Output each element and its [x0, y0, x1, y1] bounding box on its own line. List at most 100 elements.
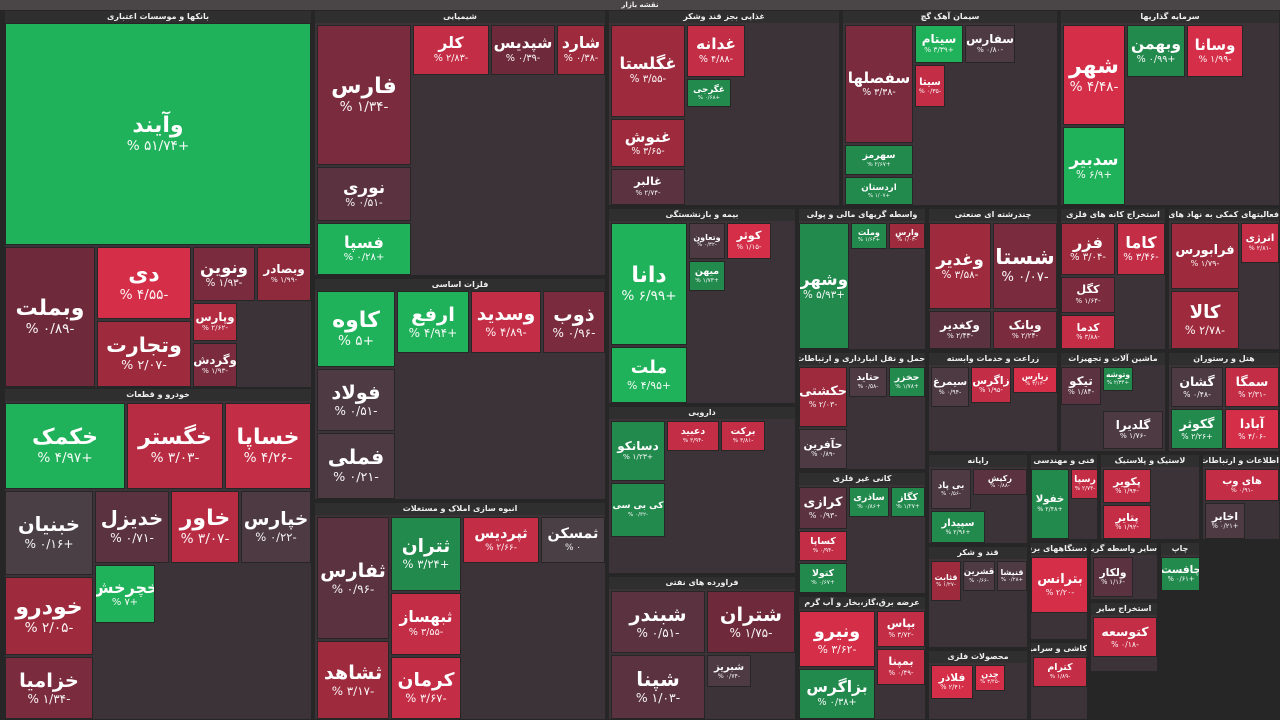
- stock-symbol: سدبیر: [1069, 150, 1119, 170]
- stock-symbol: فلاذر: [938, 670, 966, 684]
- stock-tile: غنوش -۳/۶۵ %: [611, 119, 685, 167]
- sector: واسطه گریهای مالی و پولی وشهر +۵/۹۳ % وملت +…: [798, 208, 926, 350]
- sector: کاشی و سرامیک کترام-۱/۸۹ %: [1030, 642, 1088, 720]
- stock-symbol: شبریز: [713, 661, 745, 673]
- stock-tile: حآفرین -۰/۸۹ %: [799, 429, 847, 469]
- stock-change: -۳/۳۸ %: [862, 87, 896, 99]
- stock-tile: کاما -۳/۴۶ %: [1117, 223, 1165, 275]
- stock-tile: شهر -۴/۴۸ %: [1063, 25, 1125, 125]
- sector: سایر واسطه گریهای مالی ولکار-۱/۱۶ %: [1090, 542, 1158, 600]
- stock-change: -۰/۷۴ %: [717, 673, 741, 681]
- stock-symbol: میهن: [694, 266, 720, 278]
- sector: کانی غیر فلزی کرازی -۰/۹۳ % ساذری +۰/۸۶ % کگا…: [798, 472, 926, 594]
- stock-symbol: شتران: [719, 602, 783, 626]
- sector-title: غذایی بجز قند وشکر: [609, 11, 839, 23]
- stock-tile: وگردش -۱/۹۳ %: [193, 343, 237, 387]
- stock-symbol: ثشاهد: [323, 660, 383, 684]
- sector-title: فلزات اساسی: [315, 279, 605, 291]
- stock-symbol: کلر: [438, 34, 464, 53]
- stock-change: -۳/۷۲ %: [888, 631, 914, 640]
- stock-symbol: سپیدار: [941, 517, 975, 529]
- stock-symbol: کی بی سی: [612, 501, 664, 512]
- stock-change: +۲/۹۶ %: [945, 529, 971, 537]
- stock-tile: سیتا -۰/۳۵ %: [915, 65, 945, 107]
- stock-tile: شپنا -۱/۰۳ %: [611, 655, 705, 719]
- stock-symbol: ثتران: [401, 536, 451, 558]
- stock-symbol: خاور: [179, 506, 231, 532]
- stock-symbol: وارس: [895, 227, 919, 238]
- stock-symbol: کگل: [1076, 283, 1100, 297]
- stock-symbol: کدما: [1076, 320, 1100, 334]
- stock-change: -۰/۹۴ %: [812, 547, 834, 554]
- stock-symbol: غالبر: [634, 175, 662, 189]
- sector-title: فراورده های نفتی: [609, 577, 795, 589]
- stock-tile: غگلستا -۳/۵۵ %: [611, 25, 685, 117]
- sector-title: عرضه برق،گاز،بخار و آب گرم: [799, 597, 925, 609]
- stock-change: -۰/۹۶ %: [552, 325, 596, 340]
- stock-tile: کوثر -۱/۱۵ %: [727, 223, 771, 259]
- stock-tile: کگاز +۱/۲۷ %: [891, 487, 925, 517]
- stock-symbol: خگستر: [138, 425, 212, 451]
- stock-change: -۱/۷۵ %: [729, 625, 773, 640]
- stock-change: -۰/۵۸ %: [857, 383, 879, 390]
- sector-title: زراعت و خدمات وابسته: [929, 353, 1057, 365]
- stock-change: -۱/۸۴ %: [1067, 387, 1095, 397]
- stock-tile: وکغدیر -۲/۴۳ %: [929, 311, 991, 349]
- sector: بیمه و بازنشستگی دانا +۶/۹۹ % ملت +۴/۹۵ % کوث…: [608, 208, 796, 404]
- stock-change: +۱/۶۴ %: [857, 237, 881, 244]
- stock-symbol: فارس: [331, 74, 397, 100]
- stock-change: -۱/۹۲ %: [1115, 523, 1139, 532]
- stock-tile: ثپردیس -۲/۶۶ %: [463, 517, 539, 563]
- stock-symbol: وشهر: [799, 270, 849, 290]
- sector: فنی و مهندسی خفولا +۲/۴۸ % رسپا -۲/۷۳ %: [1030, 454, 1098, 540]
- stock-tile: کترام -۱/۸۹ %: [1033, 657, 1087, 687]
- sector: بانکها و موسسات اعتباری وآیند +۵۱/۷۴ % وبمل…: [4, 10, 312, 388]
- stock-symbol: وبصادر: [263, 261, 305, 276]
- stock-change: -۰/۵۱ %: [345, 197, 383, 210]
- stock-tile: اخابر +۰/۲۱ %: [1205, 503, 1245, 539]
- stock-change: -۰/۳۲ %: [697, 242, 717, 249]
- stock-symbol: های وب: [1222, 475, 1262, 487]
- stock-tile: خفولا +۲/۴۸ %: [1031, 469, 1069, 539]
- stock-change: -۰/۸۰ %: [976, 45, 1004, 55]
- stock-change: +۲/۳۴ %: [1106, 380, 1130, 387]
- stock-tile: کتولا +۰/۶۷ %: [799, 563, 847, 593]
- stock-tile: وبهمن +۰/۹۹ %: [1127, 25, 1185, 77]
- stock-change: -۲/۲۰ %: [1045, 587, 1075, 597]
- stock-tile: شبندر -۰/۵۱ %: [611, 591, 705, 653]
- sector-title: واسطه گریهای مالی و پولی: [799, 209, 925, 221]
- stock-tile: بمپنا -۰/۴۹ %: [877, 649, 925, 685]
- sector-title: فنی و مهندسی: [1031, 455, 1097, 467]
- stock-tile: سفارس -۰/۸۰ %: [965, 25, 1015, 63]
- stock-change: +۰/۶۷ %: [811, 579, 835, 586]
- sector-title: چاپ: [1161, 543, 1199, 555]
- stock-symbol: خفولا: [1035, 494, 1065, 506]
- stock-symbol: زاگرس: [972, 373, 1010, 387]
- stock-change: -۱/۶۴ %: [1075, 297, 1101, 306]
- stock-symbol: گکوثر: [1179, 416, 1215, 432]
- stock-tile: غالبر -۲/۷۴ %: [611, 169, 685, 205]
- stock-symbol: سهرمز: [862, 150, 896, 162]
- stock-symbol: ذوب: [553, 302, 595, 326]
- stock-tile: دانا +۶/۹۹ %: [611, 223, 687, 345]
- sector: فعالیتهای کمکی به نهاد های مالی فرابورس-۱…: [1168, 208, 1280, 350]
- stock-tile: کرازی -۰/۹۳ %: [799, 487, 847, 529]
- sector: لاستیک و پلاستیک پکویر -۱/۹۴ % پتایر -۱/۹۲ %: [1100, 454, 1200, 540]
- stock-symbol: ساذری: [853, 492, 885, 504]
- stock-change: -۱/۱۶ %: [1101, 578, 1125, 587]
- stock-tile: وپارس -۲/۶۲ %: [193, 303, 237, 341]
- stock-symbol: وملت: [858, 227, 880, 238]
- stock-tile: کی بی سی -۰/۳۲ %: [611, 483, 665, 537]
- stock-change: -۰/۲۱ %: [333, 470, 379, 486]
- stock-tile: کگل -۱/۶۴ %: [1061, 277, 1115, 313]
- stock-tile: پتایر -۱/۹۲ %: [1103, 505, 1151, 539]
- stock-change: -۳/۵۵ %: [408, 627, 444, 639]
- stock-symbol: گلدیرا: [1115, 417, 1151, 432]
- sector-title: اطلاعات و ارتباطات: [1203, 455, 1279, 467]
- stock-tile: ونوین -۱/۹۳ %: [193, 247, 255, 301]
- stock-change: +۲/۲۶ %: [1181, 431, 1213, 441]
- stock-change: -۱/۹۴ %: [1115, 487, 1139, 496]
- stock-change: -۳/۰۳ %: [150, 450, 200, 467]
- sector: هتل و رستوران گشان -۰/۴۸ % سمگا -۲/۳۱ % گکوثر…: [1168, 352, 1280, 452]
